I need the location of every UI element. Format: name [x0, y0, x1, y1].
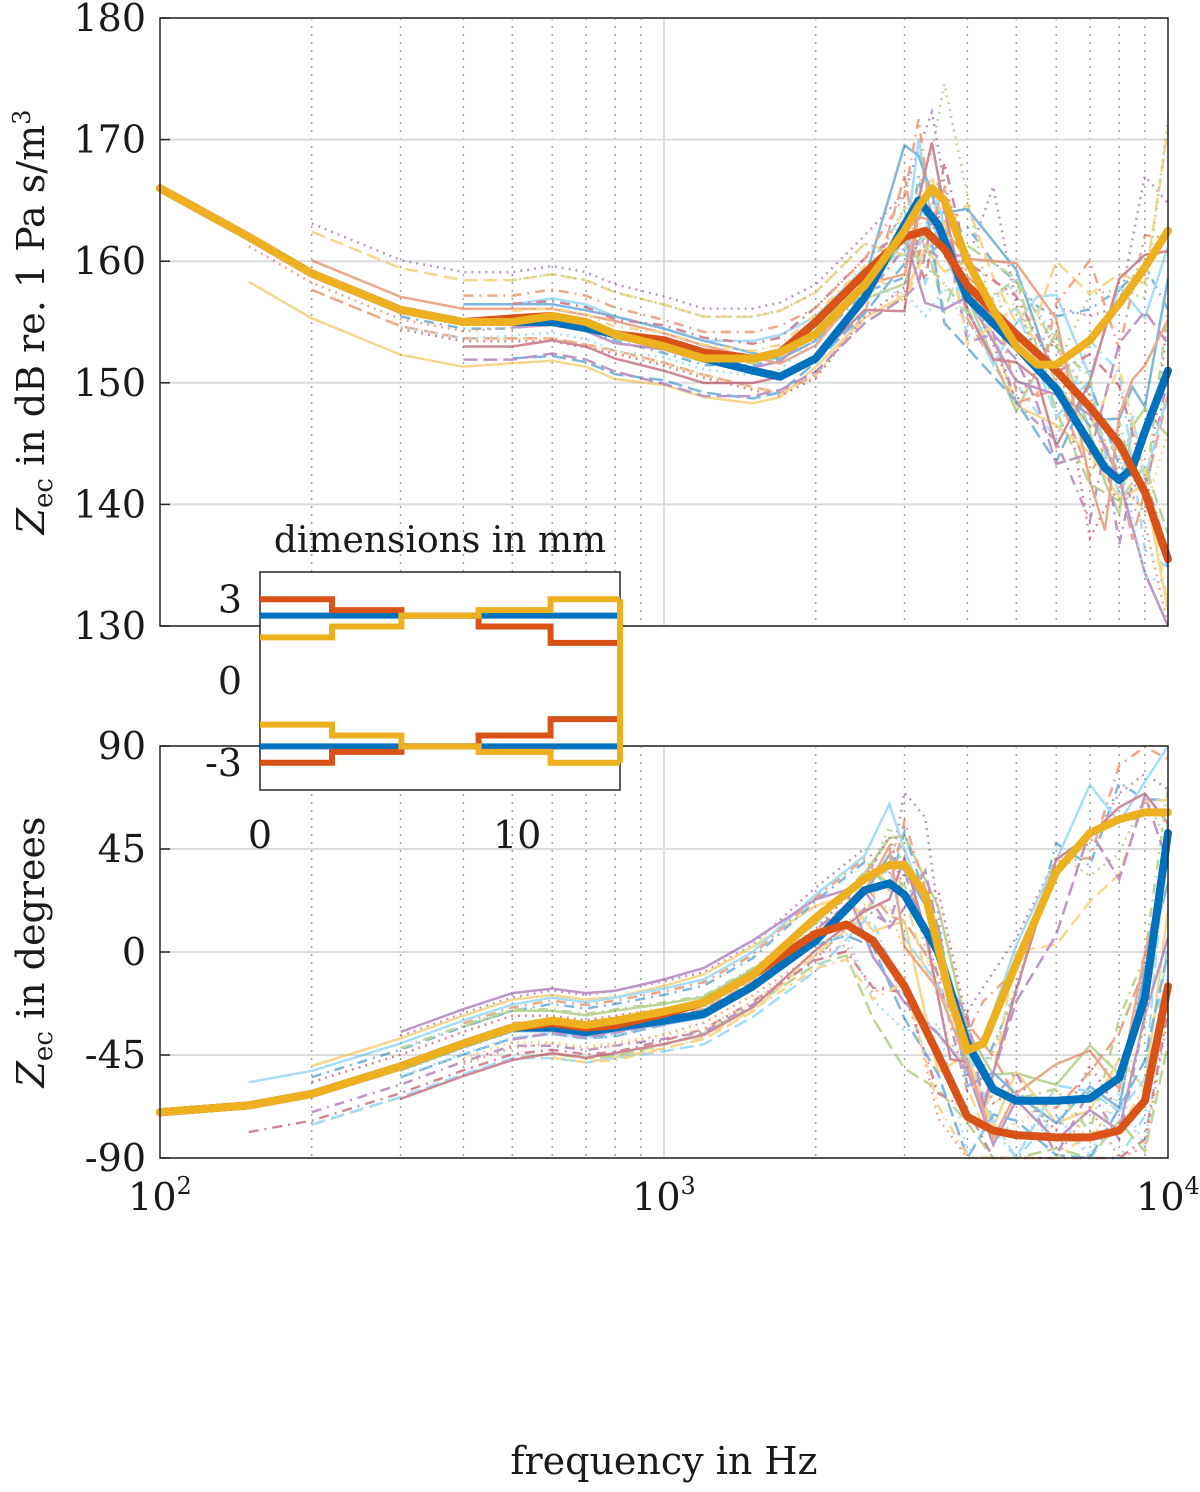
y-tick-label: 150 [73, 361, 146, 405]
x-tick-label: 102 [128, 1172, 192, 1219]
background-curve [512, 199, 1170, 568]
y-axis-label: Zec in dB re. 1 Pa s/m3 [8, 110, 59, 536]
x-tick-label: 104 [1136, 1172, 1200, 1219]
y-tick-label: 140 [73, 482, 146, 526]
y-tick-label: 130 [73, 604, 146, 648]
inset-title: dimensions in mm [274, 520, 606, 561]
y-tick-label: 90 [98, 724, 146, 768]
background-curve [248, 204, 1170, 627]
inset-yellow-lower [260, 721, 620, 766]
y-tick-label: 0 [122, 930, 146, 974]
x-axis-label: frequency in Hz [510, 1439, 817, 1483]
y-tick-label: 170 [73, 118, 146, 162]
x-tick-label: 103 [632, 1172, 696, 1219]
background-curve [512, 220, 1170, 606]
background-curve [512, 791, 1170, 1105]
axes-frame [159, 17, 1169, 627]
inset-y-tick-label: 0 [218, 659, 242, 703]
background-curve [311, 822, 1170, 1161]
y-tick-label: 45 [98, 827, 146, 871]
inset-x-tick-label: 10 [493, 813, 541, 857]
inset-x-tick-label: 0 [248, 813, 272, 857]
phase-panel: -90 -45 0 45 90 Zec in degrees 102 103 104 freque… [9, 724, 1200, 1483]
background-curve [463, 143, 1170, 428]
inset-frame [259, 571, 621, 791]
background-curve [311, 953, 1170, 1160]
background-curve [512, 162, 1170, 554]
y-tick-label: -45 [85, 1033, 146, 1077]
background-curve [400, 789, 1170, 1135]
inset-yellow-upper [260, 596, 620, 641]
background-curve [400, 934, 1170, 1161]
background-curve [463, 142, 1169, 450]
inset-y-tick-label: 3 [218, 577, 242, 621]
y-tick-label: 160 [73, 239, 146, 283]
y-tick-label: 180 [73, 0, 146, 40]
background-curve [400, 791, 1169, 1114]
y-axis-label: Zec in degrees [9, 817, 59, 1089]
background-curve [463, 118, 1169, 397]
background-curve [400, 888, 1170, 1148]
y-tick-label: -90 [85, 1136, 146, 1180]
background-curve [311, 128, 1170, 325]
magnitude-panel: 130 140 150 160 170 180 Zec in dB re. 1 Pa s/m… [8, 0, 1172, 648]
background-curve [400, 932, 1170, 1158]
background-curve [463, 220, 1170, 466]
background-curve [311, 817, 1170, 1159]
inset-y-tick-label: -3 [205, 741, 242, 785]
series-yellow [156, 808, 1172, 1117]
series-yellow [156, 184, 1172, 369]
